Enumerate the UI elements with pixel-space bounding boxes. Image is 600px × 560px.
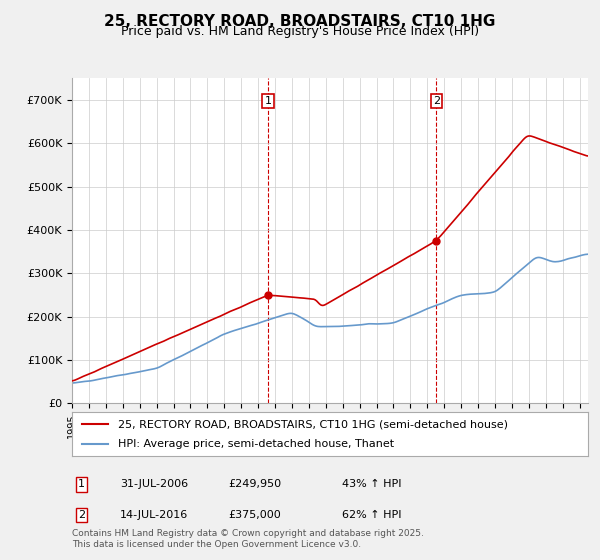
Text: 1: 1 <box>78 479 85 489</box>
Text: HPI: Average price, semi-detached house, Thanet: HPI: Average price, semi-detached house,… <box>118 439 395 449</box>
Text: Contains HM Land Registry data © Crown copyright and database right 2025.
This d: Contains HM Land Registry data © Crown c… <box>72 529 424 549</box>
Text: 2: 2 <box>433 96 440 106</box>
Text: 31-JUL-2006: 31-JUL-2006 <box>120 479 188 489</box>
Text: £249,950: £249,950 <box>228 479 281 489</box>
Text: 25, RECTORY ROAD, BROADSTAIRS, CT10 1HG (semi-detached house): 25, RECTORY ROAD, BROADSTAIRS, CT10 1HG … <box>118 419 508 429</box>
Text: 1: 1 <box>265 96 271 106</box>
Text: 2: 2 <box>78 510 85 520</box>
Text: £375,000: £375,000 <box>228 510 281 520</box>
Text: 43% ↑ HPI: 43% ↑ HPI <box>342 479 401 489</box>
Text: 25, RECTORY ROAD, BROADSTAIRS, CT10 1HG: 25, RECTORY ROAD, BROADSTAIRS, CT10 1HG <box>104 14 496 29</box>
Text: Price paid vs. HM Land Registry's House Price Index (HPI): Price paid vs. HM Land Registry's House … <box>121 25 479 38</box>
Text: 62% ↑ HPI: 62% ↑ HPI <box>342 510 401 520</box>
Text: 14-JUL-2016: 14-JUL-2016 <box>120 510 188 520</box>
